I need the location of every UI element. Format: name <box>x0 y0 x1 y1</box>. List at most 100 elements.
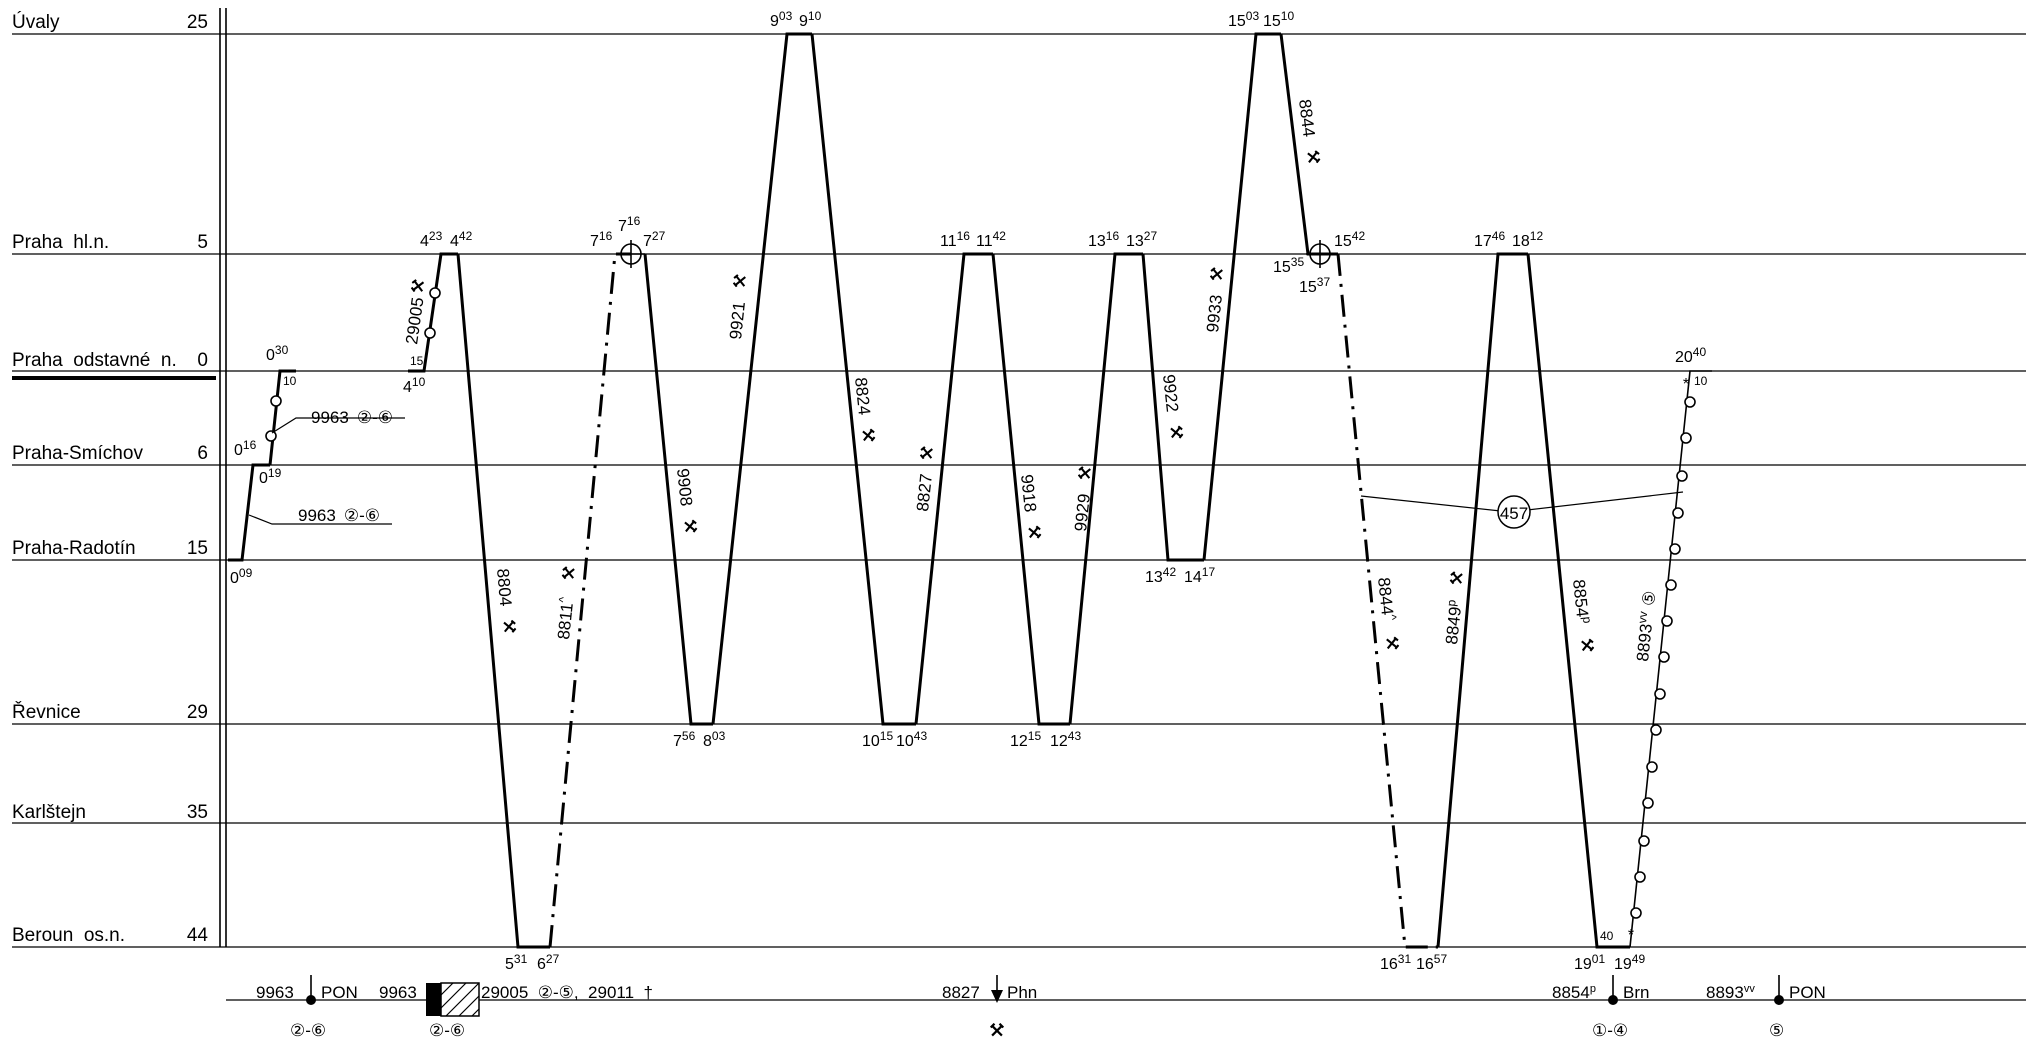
train-path-8804 <box>456 253 550 949</box>
legend-train: 8854p <box>1552 983 1596 1002</box>
train-numbers: 29005 8804 8811^ 9908 9921 8824 8827 99 <box>402 98 1659 662</box>
time-label: 1015 <box>862 729 893 750</box>
time-label: 716 <box>590 229 613 250</box>
minute-mark: 40 <box>1600 929 1614 943</box>
time-label: 442 <box>450 229 473 250</box>
train-number: 9922 <box>1159 373 1182 413</box>
train-number: 8827 <box>913 473 936 513</box>
time-label: 1901 <box>1574 952 1605 973</box>
time-label: 1949 <box>1614 952 1645 973</box>
train-number: 8854p <box>1569 578 1595 625</box>
station-km: 6 <box>197 443 208 464</box>
hammer-icon <box>1385 636 1400 651</box>
station-km: 44 <box>187 925 209 946</box>
legend-day: ②-⑥ <box>429 1021 465 1040</box>
train-paths <box>228 32 1712 949</box>
station-name: Beroun os.n. <box>12 925 125 946</box>
legend-train: 8893vv <box>1706 983 1755 1002</box>
train-number: 8844 <box>1295 98 1318 138</box>
station-km: 15 <box>187 538 208 559</box>
time-label: 910 <box>799 9 822 30</box>
time-label: 1116 <box>940 229 970 250</box>
legend-train: 8827 <box>942 983 980 1002</box>
hammer-icon <box>683 519 698 534</box>
time-label: 1503 <box>1228 9 1259 30</box>
callout-labels: 9963 ②-⑥ 9963 ②-⑥ <box>248 408 405 525</box>
train-path-8849 <box>1436 252 1528 948</box>
link-badge: 457 <box>1497 495 1531 529</box>
train-number: 8824 <box>851 376 874 416</box>
train-path-9921 <box>711 32 812 725</box>
time-labels: 009 019 016 030 410 423 442 531 627 716 … <box>230 9 1706 973</box>
time-label: 1243 <box>1050 729 1081 750</box>
cross-circle-markers <box>617 240 1334 268</box>
train-path-9933 <box>1202 32 1281 561</box>
legend-day: ①-④ <box>1592 1021 1628 1040</box>
legend-train: 9963 <box>256 983 294 1002</box>
train-number: 9921 <box>726 301 749 341</box>
train-path-9922 <box>1141 253 1204 562</box>
minute-mark: 15 <box>410 354 424 368</box>
minute-mark: 10 <box>1694 374 1708 388</box>
legend-day: ②-⑥ <box>290 1021 326 1040</box>
station-labels: Úvaly 25 Praha hl.n. 5 Praha odstavné n.… <box>12 11 208 946</box>
time-label: 009 <box>230 566 253 587</box>
station-name: Praha-Smíchov <box>12 443 143 464</box>
station-km: 25 <box>187 12 208 33</box>
hammer-icon <box>919 445 934 461</box>
stop-markers <box>265 287 1696 919</box>
star-markers: * * <box>1628 376 1689 944</box>
time-label: 1316 <box>1088 229 1119 250</box>
hammer-icon <box>1580 638 1595 653</box>
time-label: 1537 <box>1299 275 1330 296</box>
legend-block-solid <box>426 983 441 1016</box>
train-number: 9918 <box>1017 473 1040 513</box>
train-number: 29005 <box>402 296 427 345</box>
station-grid <box>12 8 2026 1001</box>
train-path-9908 <box>643 253 713 726</box>
legend-station: PON <box>321 983 358 1002</box>
time-label: 019 <box>259 466 282 487</box>
time-label: 803 <box>703 729 726 750</box>
time-label: 727 <box>643 229 666 250</box>
minute-marks: 10 15 10 40 <box>283 354 1708 943</box>
train-path-9963-a <box>228 463 270 562</box>
hammer-icon <box>1306 149 1321 165</box>
train-path-9918 <box>991 253 1070 726</box>
hammer-icon <box>1449 570 1464 586</box>
time-label: 903 <box>770 9 793 30</box>
time-label: 1657 <box>1416 952 1447 973</box>
time-label: 1631 <box>1380 952 1411 973</box>
time-label: 1542 <box>1334 229 1365 250</box>
train-path-8893 <box>1629 370 1712 948</box>
link-badge-label: 457 <box>1500 504 1528 523</box>
train-path-8844a <box>1336 253 1438 949</box>
legend-day: ⑤ <box>1769 1021 1784 1040</box>
time-label: 1043 <box>896 729 927 750</box>
station-name: Praha odstavné n. <box>12 350 177 371</box>
time-label: 1812 <box>1512 229 1543 250</box>
train-number: 8849p <box>1440 599 1466 646</box>
train-number: 9963 ②-⑥ <box>298 506 380 525</box>
time-label: 1510 <box>1263 9 1294 30</box>
time-label: 627 <box>537 952 560 973</box>
station-name: Karlštejn <box>12 802 86 823</box>
time-label: 716 <box>618 214 641 235</box>
time-label: 756 <box>673 729 696 750</box>
train-number: 8844^ <box>1374 576 1399 622</box>
time-label: 1142 <box>976 229 1006 250</box>
svg-text:*: * <box>1683 376 1689 393</box>
hammer-icon <box>1077 465 1092 481</box>
train-number: 9933 <box>1203 294 1226 334</box>
train-path-9929 <box>1068 252 1143 725</box>
train-path-8827 <box>914 252 993 725</box>
hammer-icon <box>1027 525 1042 540</box>
station-name: Praha hl.n. <box>12 232 109 253</box>
legend-station: Brn <box>1623 983 1649 1002</box>
time-label: 1342 <box>1145 565 1176 586</box>
time-label: 410 <box>403 375 426 396</box>
svg-text:*: * <box>1628 927 1634 944</box>
station-km: 29 <box>187 702 208 723</box>
